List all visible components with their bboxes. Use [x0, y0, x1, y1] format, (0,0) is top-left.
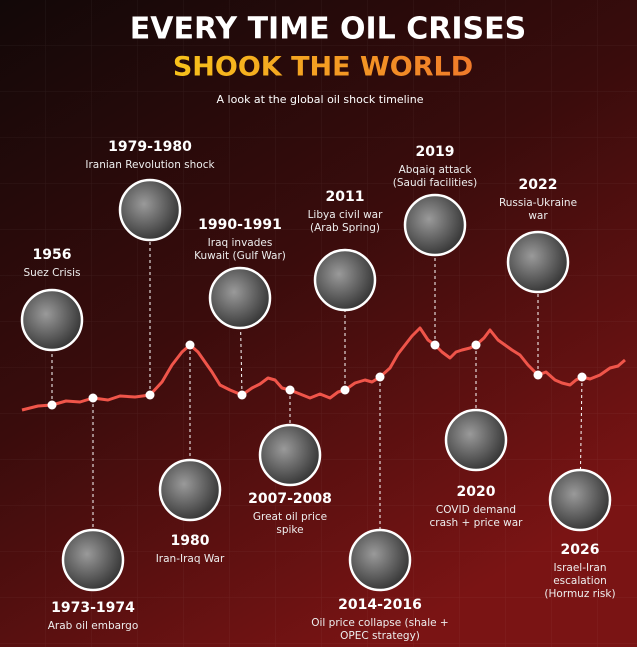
timeline-dot: [88, 393, 98, 403]
title-highlight: SHOOK THE WORLD: [173, 52, 473, 83]
event-label: Israel-Iran: [554, 562, 607, 574]
event-label: OPEC strategy): [340, 630, 420, 642]
photo: [348, 528, 412, 592]
photo: [208, 266, 272, 330]
event-label: Arab oil embargo: [48, 620, 139, 632]
event-year: 2007-2008: [248, 491, 332, 507]
photo: [313, 248, 377, 312]
timeline-dot: [285, 385, 295, 395]
event-label: war: [528, 210, 548, 222]
event-label: Suez Crisis: [23, 267, 80, 279]
event-year: 2022: [519, 177, 558, 193]
event-year: 2020: [457, 484, 496, 500]
photo: [506, 230, 570, 294]
event-label: crash + price war: [430, 517, 524, 529]
event-label: Iranian Revolution shock: [85, 159, 215, 171]
event-label: Kuwait (Gulf War): [194, 250, 286, 262]
subtitle: A look at the global oil shock timeline: [217, 93, 424, 106]
timeline-dot: [47, 400, 57, 410]
event-label: Libya civil war: [308, 209, 384, 221]
event-label: Abqaiq attack: [399, 164, 473, 176]
timeline-dot: [430, 340, 440, 350]
event-label: (Hormuz risk): [544, 588, 615, 600]
event-label: Russia-Ukraine: [499, 197, 577, 209]
photo: [20, 288, 84, 352]
photo: [118, 178, 182, 242]
photo: [403, 193, 467, 257]
event-year: 2019: [416, 144, 455, 160]
timeline-dot: [145, 390, 155, 400]
timeline-dot: [340, 385, 350, 395]
event-label: Iran-Iraq War: [156, 553, 225, 565]
event-year: 2014-2016: [338, 597, 422, 613]
timeline-dot: [185, 340, 195, 350]
event-year: 1990-1991: [198, 217, 282, 233]
photo: [548, 468, 612, 532]
title: EVERY TIME OIL CRISES: [130, 12, 526, 47]
photo: [61, 528, 125, 592]
timeline-dot: [533, 370, 543, 380]
event-year: 1973-1974: [51, 600, 135, 616]
event-year: 1980: [171, 533, 210, 549]
event-label: Iraq invades: [208, 237, 273, 249]
event-year: 2026: [561, 542, 600, 558]
photo: [158, 458, 222, 522]
timeline-dot: [577, 372, 587, 382]
event-year: 1956: [33, 247, 72, 263]
event-label: spike: [276, 524, 303, 536]
event-label: escalation: [553, 575, 607, 587]
event-label: Oil price collapse (shale +: [311, 617, 448, 629]
photo: [258, 423, 322, 487]
timeline-dot: [375, 372, 385, 382]
photo: [444, 408, 508, 472]
event-year: 2011: [326, 189, 365, 205]
events: 1956 Suez Crisis 1973-1974 Arab oil embargo…: [20, 139, 616, 642]
timeline-dot: [237, 390, 247, 400]
event-label: Great oil price: [253, 511, 327, 523]
timeline-dot: [471, 340, 481, 350]
event-label: (Arab Spring): [310, 222, 380, 234]
event-label: COVID demand: [436, 504, 516, 516]
event-year: 1979-1980: [108, 139, 192, 155]
event-label: (Saudi facilities): [393, 177, 478, 189]
